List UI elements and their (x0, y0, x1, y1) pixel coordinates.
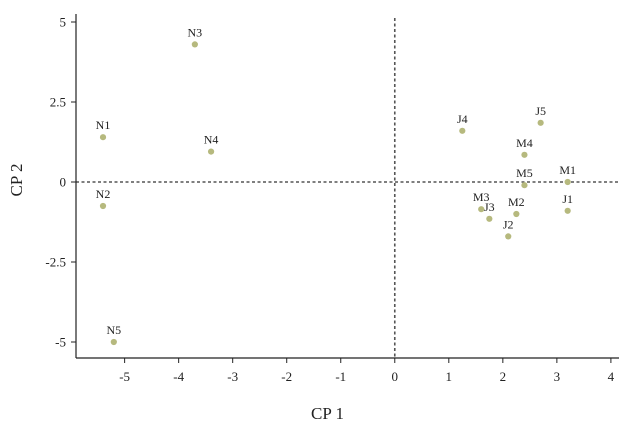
data-point (99, 202, 107, 210)
x-tick-label: 2 (500, 369, 507, 384)
point-label: N3 (188, 25, 203, 39)
x-tick-label: 0 (392, 369, 399, 384)
point-label: M2 (508, 195, 525, 209)
data-point (537, 119, 544, 126)
x-tick-label: 4 (608, 369, 615, 384)
data-point (486, 215, 493, 222)
y-axis-title: CP 2 (7, 164, 26, 197)
data-point (564, 207, 571, 214)
data-point (505, 233, 512, 240)
data-points (99, 41, 571, 346)
reference-lines (76, 18, 619, 358)
point-label: J2 (503, 217, 514, 231)
point-label: J4 (457, 112, 468, 126)
x-axis-title: CP 1 (311, 404, 344, 423)
data-point (521, 182, 528, 189)
x-tick-label: -5 (119, 369, 130, 384)
data-point (110, 338, 117, 346)
axes: -5 -4 -3 -2 -1 0 1 2 3 4 5 2.5 0 -2.5 -5 (45, 14, 619, 384)
x-tick-label: 3 (554, 369, 561, 384)
point-label: N1 (96, 118, 111, 132)
data-point (207, 148, 215, 155)
point-label: M5 (516, 166, 533, 180)
data-point (564, 178, 571, 186)
y-tick-label: 5 (60, 15, 67, 30)
point-label: J3 (484, 200, 495, 214)
point-label: N2 (96, 187, 111, 201)
y-tick-label: 2.5 (50, 95, 66, 110)
data-point (191, 41, 198, 48)
point-label: J5 (535, 104, 546, 118)
y-tick-label: 0 (60, 175, 67, 190)
data-point (99, 134, 107, 141)
x-tick-label: -2 (281, 369, 292, 384)
data-point (513, 210, 520, 218)
x-tick-label: 1 (446, 369, 453, 384)
point-label: N5 (106, 323, 121, 337)
y-tick-label: -2.5 (45, 255, 66, 270)
x-tick-label: -1 (335, 369, 346, 384)
point-label: M1 (559, 163, 576, 177)
data-point (521, 151, 528, 158)
y-tick-label: -5 (55, 335, 66, 350)
point-labels: N1 N2 N3 N4 N5 J1 J2 J3 J4 J5 M1 M2 M3 M4 M5 (96, 25, 576, 337)
data-point (459, 127, 466, 134)
x-tick-label: -3 (227, 369, 238, 384)
point-label: J1 (562, 192, 573, 206)
data-point (478, 206, 485, 213)
point-label: N4 (204, 133, 219, 147)
point-label: M4 (516, 136, 533, 150)
x-tick-label: -4 (173, 369, 184, 384)
point-label: M3 (473, 190, 490, 204)
